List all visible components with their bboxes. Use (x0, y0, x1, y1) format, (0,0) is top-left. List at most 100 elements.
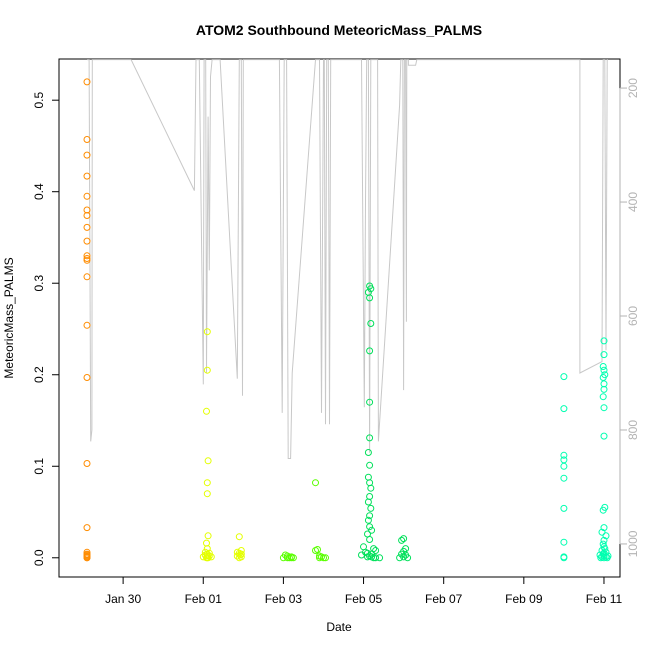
data-point (367, 285, 375, 293)
right-tick-label: 200 (626, 78, 640, 98)
data-point (320, 554, 327, 562)
data-point (366, 493, 374, 500)
data-point (602, 532, 610, 540)
data-point (83, 460, 91, 467)
data-point (203, 407, 210, 415)
data-point (204, 532, 212, 540)
data-point (83, 374, 91, 381)
data-point (599, 393, 607, 401)
data-point (366, 347, 374, 355)
data-point (283, 554, 291, 562)
y-axis-label: MeteoricMass_PALMS (2, 257, 16, 378)
y-tick-label: 0.2 (32, 366, 46, 383)
data-point (600, 524, 608, 532)
data-point (366, 434, 374, 442)
data-point (367, 484, 375, 492)
data-point (560, 373, 568, 381)
data-point (364, 516, 372, 524)
data-point (367, 504, 375, 512)
x-tick-label: Feb 07 (425, 592, 463, 606)
data-point (83, 237, 91, 245)
data-point (83, 172, 91, 180)
data-point (203, 366, 211, 374)
data-point (83, 223, 91, 231)
data-point (203, 479, 211, 487)
data-point (366, 523, 374, 531)
x-tick-label: Jan 30 (105, 592, 141, 606)
data-point (235, 533, 243, 541)
y-tick-label: 0.0 (32, 549, 46, 566)
data-point (312, 479, 319, 487)
data-point (366, 398, 374, 406)
data-point (83, 212, 91, 219)
data-point (366, 461, 374, 469)
data-point (207, 553, 215, 561)
data-point (199, 553, 207, 561)
data-point (560, 504, 568, 512)
data-point (83, 256, 91, 264)
data-point (203, 490, 211, 498)
data-point (83, 273, 91, 281)
data-point (603, 554, 611, 562)
data-point (376, 554, 384, 562)
data-point (83, 252, 91, 260)
plot-frame (58, 58, 621, 578)
data-point (312, 547, 319, 554)
data-point (404, 554, 412, 562)
data-point (599, 506, 607, 514)
data-point (364, 449, 372, 456)
data-point (237, 550, 245, 558)
data-point (367, 320, 375, 327)
data-point (366, 479, 374, 487)
data-point (366, 536, 374, 543)
right-tick-label: 1000 (626, 530, 640, 557)
right-tick-label: 400 (626, 192, 640, 212)
data-point (600, 554, 608, 562)
data-point (358, 551, 365, 559)
y-tick-label: 0.5 (32, 92, 46, 109)
data-point (560, 538, 568, 546)
data-point (316, 554, 323, 562)
data-point (372, 547, 380, 554)
data-point (83, 321, 91, 329)
data-point (398, 536, 406, 544)
data-point (560, 474, 568, 482)
right-tick-label: 800 (626, 420, 640, 440)
data-point (600, 432, 608, 440)
right-tick-label: 600 (626, 306, 640, 326)
data-point (364, 473, 372, 481)
data-point (599, 363, 607, 370)
data-point (560, 451, 568, 459)
data-point (600, 351, 608, 359)
data-point (560, 554, 568, 562)
pressure-profile (87, 59, 608, 459)
data-point (600, 404, 608, 412)
pressure-line (87, 59, 608, 459)
x-axis-label: Date (326, 620, 352, 634)
data-point (83, 151, 91, 159)
y-tick-label: 0.3 (32, 275, 46, 292)
data-point (560, 462, 568, 470)
data-point (366, 512, 374, 520)
data-point (600, 337, 608, 345)
x-tick-label: Feb 01 (185, 592, 223, 606)
data-point (279, 554, 287, 562)
x-tick-label: Feb 09 (505, 592, 543, 606)
data-point (83, 524, 91, 532)
y-tick-label: 0.4 (32, 183, 46, 200)
data-point (600, 366, 608, 374)
data-point (560, 405, 568, 413)
data-point (235, 554, 243, 562)
right-axis: 200 400 600 800 1000 (619, 78, 640, 557)
data-point (364, 498, 372, 506)
x-tick-label: Feb 11 (586, 592, 623, 606)
data-point (366, 294, 374, 302)
chart-title: ATOM2 Southbound MeteoricMass_PALMS (196, 22, 482, 38)
y-axis: 0.0 0.1 0.2 0.3 0.4 0.5 (32, 92, 60, 566)
data-points (83, 78, 612, 562)
x-tick-label: Feb 03 (265, 592, 303, 606)
data-point (83, 554, 91, 562)
data-point (396, 554, 404, 562)
data-point (83, 136, 91, 143)
